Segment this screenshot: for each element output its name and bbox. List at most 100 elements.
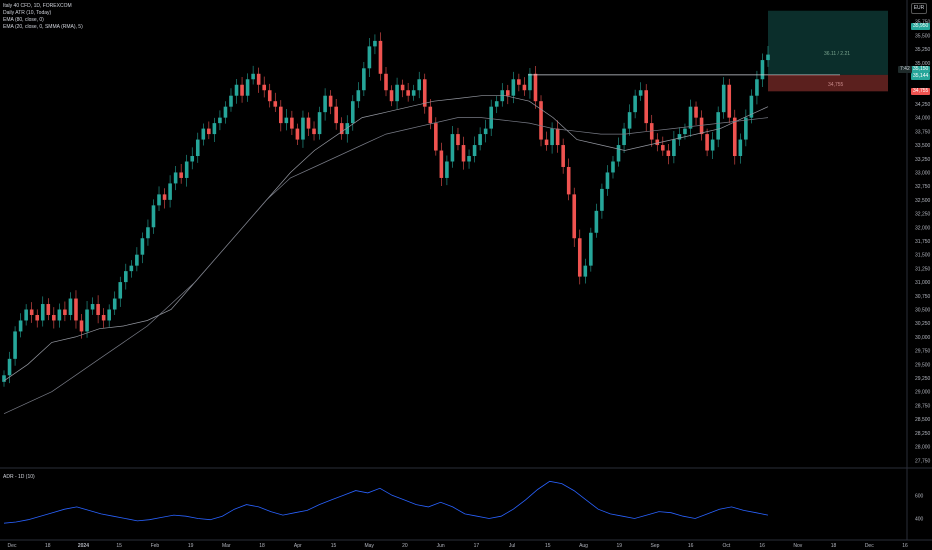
candle-body: [738, 139, 743, 157]
candle-body: [716, 112, 720, 140]
candle-body: [312, 128, 316, 135]
candle-body: [52, 314, 56, 321]
candle-body: [290, 117, 294, 129]
candle-body: [229, 95, 233, 107]
candle-body: [157, 194, 161, 206]
price-tick-label: 35,000: [915, 61, 931, 67]
candle-body: [489, 106, 493, 129]
candle-body: [129, 265, 134, 272]
candle-body: [627, 112, 632, 129]
candle-body: [367, 46, 372, 69]
time-tick-label: 18: [259, 543, 265, 549]
candle-body: [511, 79, 516, 96]
candle-body: [18, 320, 23, 332]
candle-body: [279, 106, 283, 124]
price-tick-label: 28,500: [915, 417, 931, 423]
price-tick-label: 31,250: [915, 266, 931, 272]
candle-body: [633, 95, 637, 113]
stop-box-text: 34,755: [828, 82, 844, 88]
candle-body: [395, 84, 399, 102]
candle-body: [494, 101, 499, 107]
candle-body: [755, 79, 759, 96]
candle-body: [406, 90, 410, 96]
target-zone: [768, 10, 888, 75]
candle-body: [323, 95, 327, 113]
candle-body: [35, 314, 40, 321]
candle-body: [566, 166, 571, 195]
price-tick-label: 32,250: [915, 212, 931, 218]
price-tick-label: 28,000: [915, 445, 931, 451]
candle-body: [384, 73, 388, 91]
candle-body: [284, 117, 289, 124]
adr-tick-label: 600: [915, 493, 924, 499]
price-tick-label: 29,250: [915, 376, 931, 382]
candle-body: [362, 68, 366, 91]
candle-body: [146, 227, 150, 239]
time-tick-label: 19: [188, 543, 194, 549]
candle-body: [212, 123, 217, 135]
candle-body: [328, 95, 333, 107]
candle-body: [727, 84, 732, 118]
candle-body: [334, 106, 338, 124]
candle-body: [622, 128, 626, 146]
candle-body: [744, 117, 748, 140]
candle-body: [550, 128, 554, 146]
price-tick-label: 29,750: [915, 349, 931, 355]
time-tick-label: Dec: [865, 543, 874, 549]
candle-body: [57, 309, 62, 321]
time-tick-label: May: [364, 543, 374, 549]
candle-body: [356, 90, 361, 102]
candle-body: [655, 139, 660, 146]
candle-body: [251, 73, 255, 80]
price-tick-label: 35,750: [915, 20, 931, 26]
last-price-label: 35,150: [911, 66, 931, 73]
candle-body: [400, 84, 405, 91]
candle-body: [245, 79, 250, 96]
time-tick-label: 15: [545, 543, 551, 549]
candle-body: [301, 117, 305, 140]
candle-body: [666, 150, 671, 157]
candle-body: [766, 54, 770, 61]
candle-body: [555, 128, 560, 146]
candle-body: [29, 309, 34, 315]
candle-body: [40, 304, 45, 321]
candle-body: [572, 194, 577, 239]
candle-body: [583, 265, 588, 277]
candle-body: [594, 210, 599, 233]
time-tick-label: 16: [902, 543, 908, 549]
time-tick-label: 2024: [78, 543, 89, 549]
price-tick-label: 33,500: [915, 143, 931, 149]
stop-price-label: 34,755: [911, 88, 931, 95]
candle-body: [240, 84, 244, 96]
candle-body: [135, 254, 139, 266]
candle-body: [539, 101, 543, 140]
time-tick-label: Feb: [151, 543, 160, 549]
candle-body: [201, 128, 206, 140]
candle-body: [749, 95, 754, 118]
price-tick-label: 34,250: [915, 102, 931, 108]
price-tick-label: 27,750: [915, 458, 931, 464]
candle-body: [411, 90, 416, 96]
target-price-label: 35,950: [911, 23, 931, 30]
candle-body: [544, 139, 549, 146]
candle-body: [445, 161, 449, 178]
indicator-atr: Daily ATR (10, Today): [3, 10, 52, 16]
time-tick-label: 16: [688, 543, 694, 549]
candle-body: [107, 309, 111, 321]
candle-body: [522, 84, 527, 91]
price-tick-label: 28,750: [915, 403, 931, 409]
stop-zone: [768, 74, 888, 92]
indicator-ema20: EMA (20, close, 0, SMMA (RMA), 5): [3, 24, 83, 30]
candle-body: [605, 172, 610, 189]
price-tick-label: 35,250: [915, 47, 931, 53]
candle-body: [79, 320, 84, 332]
countdown-label: 7:42: [898, 66, 912, 73]
candle-body: [710, 139, 715, 151]
candle-body: [600, 188, 604, 211]
currency-button[interactable]: EUR: [911, 3, 927, 14]
price-tick-label: 32,500: [915, 198, 931, 204]
adr-tick-label: 400: [915, 517, 924, 523]
candle-body: [24, 309, 28, 321]
time-tick-label: 15: [116, 543, 122, 549]
